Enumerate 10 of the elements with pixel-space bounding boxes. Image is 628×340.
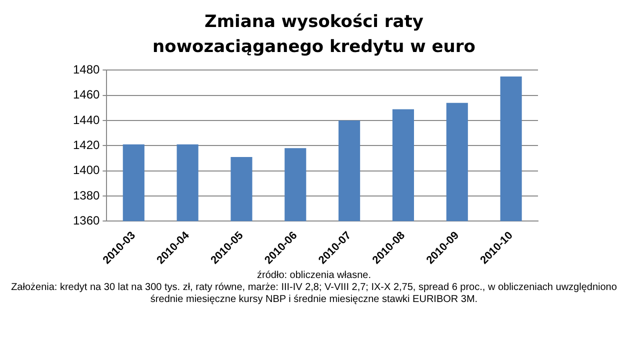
y-tick-label: 1460: [72, 88, 100, 102]
text: źródło: obliczenia własne.: [256, 270, 372, 282]
y-tick-label: 1380: [72, 188, 100, 202]
y-tick-label: 1360: [72, 213, 100, 228]
y-tick-label: 1420: [72, 138, 100, 152]
y-tick-label: 1400: [72, 163, 100, 178]
y-tick-label: 1440: [72, 112, 100, 127]
y-tick-label: 1480: [72, 62, 100, 77]
text: Założenia: kredyt na 30 lat na 300 tys. zł, raty równe, marże: III-IV 2,8; V-VIII 2,7; IX-X 2,75, spread 6 proc., w obliczeniach uwzględniono średnie miesięczne kursy NBP i średnie miesięczne stawki EURIBOR 3M.: [10, 282, 618, 306]
chart-title: Zmiana wysokości raty nowozaciąganego kredytu w euro: [152, 11, 476, 59]
